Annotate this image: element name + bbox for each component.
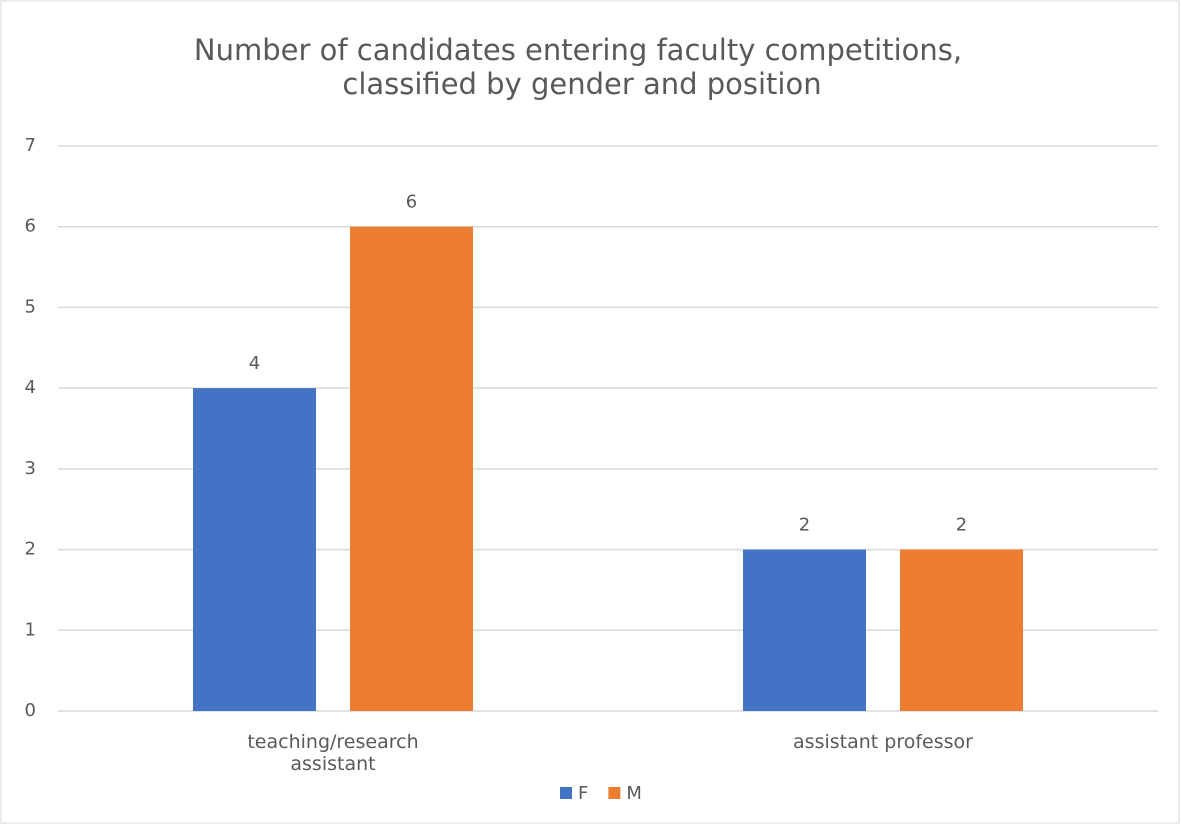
legend-swatch — [560, 787, 572, 799]
legend-swatch — [608, 787, 621, 799]
data-label: 6 — [406, 192, 417, 213]
chart-title: Number of candidates entering faculty co… — [194, 33, 962, 67]
x-tick-label: assistant professor — [793, 731, 973, 753]
y-tick-label: 3 — [25, 458, 36, 479]
legend-label: M — [626, 783, 642, 804]
x-tick-label: teaching/research assistant — [247, 731, 419, 775]
data-label: 4 — [249, 353, 260, 374]
y-tick-label: 6 — [25, 216, 36, 237]
y-tick-label: 5 — [25, 296, 36, 317]
y-tick-label: 0 — [25, 700, 36, 721]
y-tick-label: 2 — [25, 539, 36, 560]
data-label: 2 — [799, 515, 810, 536]
y-tick-label: 4 — [25, 377, 36, 398]
bar — [900, 549, 1023, 711]
bar — [743, 549, 866, 711]
data-label: 2 — [956, 515, 967, 536]
bar — [193, 388, 316, 711]
y-tick-label: 7 — [25, 135, 36, 156]
legend-label: F — [578, 783, 588, 804]
y-tick-label: 1 — [25, 619, 36, 640]
bar — [350, 226, 473, 711]
chart-title: classified by gender and position — [342, 67, 821, 101]
